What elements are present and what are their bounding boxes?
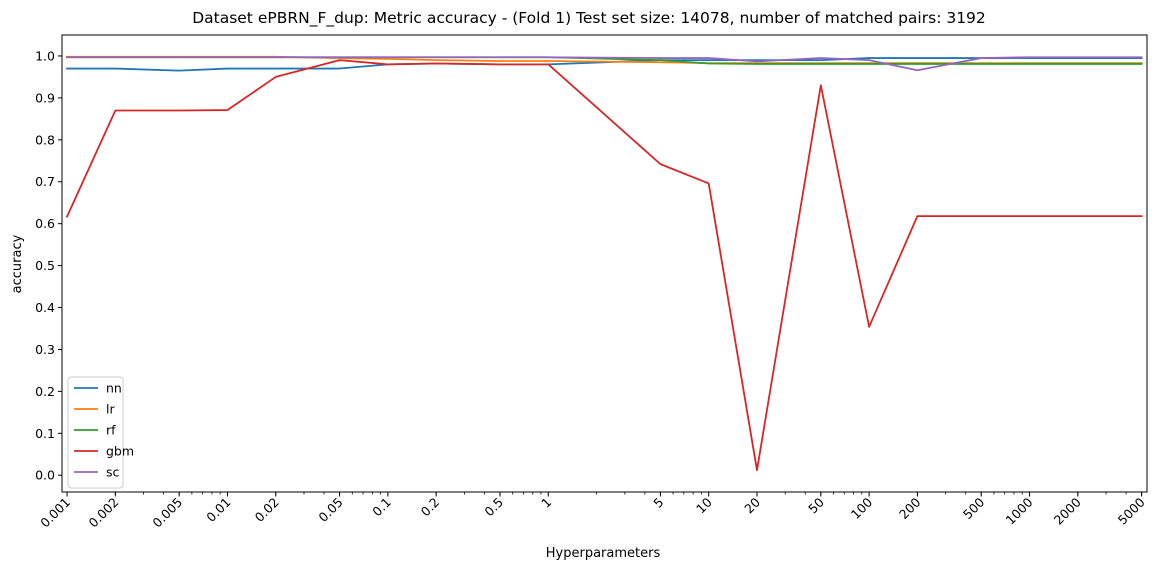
x-tick-label: 0.1: [369, 495, 394, 520]
x-tick-label: 10: [693, 494, 715, 516]
x-tick-label: 200: [896, 494, 924, 522]
x-axis-label: Hyperparameters: [546, 546, 661, 561]
x-tick-label: 1: [538, 495, 554, 511]
y-tick-label: 0.4: [35, 300, 55, 315]
x-tick-label: 5: [650, 495, 666, 511]
y-tick-label: 0.9: [35, 90, 55, 105]
y-tick-label: 0.7: [35, 174, 55, 189]
x-tick-label: 50: [805, 494, 827, 516]
axes: 0.0 0.1 0.2 0.3 0.4 0.5 0.6 0.7 0.8 0.9 1.0 0.001 0.…: [35, 34, 1148, 531]
x-tick-label: 100: [848, 494, 876, 522]
series-line-sc: [66, 56, 1143, 72]
x-tick-label: 0.002: [86, 495, 122, 531]
legend-label-sc: sc: [106, 465, 120, 480]
x-tick-label: 0.02: [252, 495, 282, 525]
x-tick-label: 500: [960, 494, 988, 522]
x-tick-label: 0.5: [481, 495, 506, 520]
chart-title: Dataset ePBRN_F_dup: Metric accuracy - (…: [192, 9, 986, 28]
y-tick-label: 0.8: [35, 132, 55, 147]
legend-box: [67, 376, 124, 489]
y-tick-label: 0.0: [35, 468, 55, 483]
x-tick-label: 0.005: [149, 495, 185, 531]
x-tick-label: 2000: [1051, 494, 1084, 527]
x-tick-label: 5000: [1115, 494, 1148, 527]
legend: nn lr rf gbm sc: [67, 376, 134, 489]
x-tick-label: 1000: [1003, 494, 1036, 527]
plot-frame: [61, 34, 1148, 493]
x-tick-label: 0.001: [37, 495, 73, 531]
legend-label-gbm: gbm: [106, 444, 134, 459]
y-tick-label: 0.5: [35, 258, 55, 273]
y-tick-label: 0.3: [35, 342, 55, 357]
x-tick-label: 0.2: [418, 495, 443, 520]
y-tick-label: 0.6: [35, 216, 55, 231]
y-tick-label: 0.2: [35, 384, 55, 399]
plot-area: [65, 55, 1143, 472]
series-line-gbm: [65, 59, 1143, 472]
y-axis-label: accuracy: [10, 234, 25, 293]
y-tick-label: 1.0: [35, 48, 55, 63]
legend-label-nn: nn: [106, 381, 122, 396]
legend-label-rf: rf: [106, 423, 116, 438]
x-tick-label: 0.01: [203, 495, 233, 525]
legend-label-lr: lr: [106, 402, 115, 417]
x-tick-label: 0.05: [315, 495, 345, 525]
y-tick-label: 0.1: [35, 426, 55, 441]
x-tick-label: 20: [741, 494, 763, 516]
